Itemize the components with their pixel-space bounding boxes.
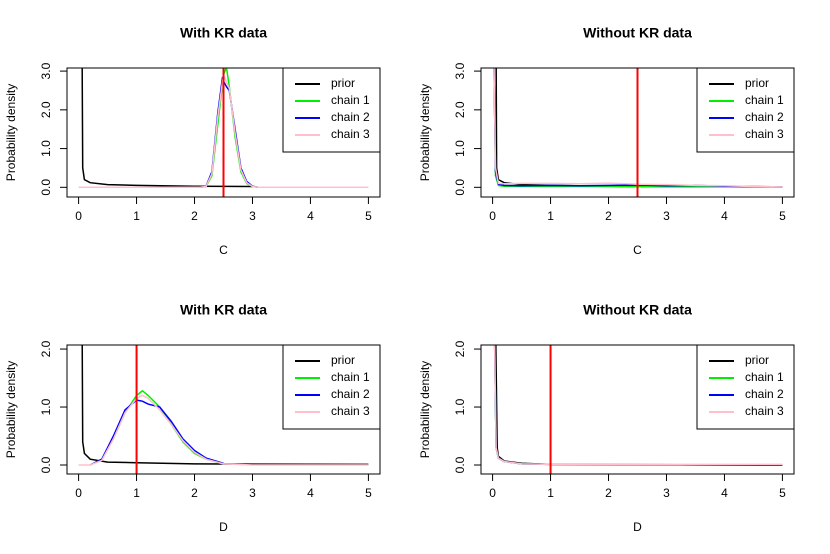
legend: prior chain 1 chain 2 chain 3: [696, 344, 795, 430]
y-tick-label: 1.0: [39, 140, 53, 157]
legend-box: [696, 67, 795, 153]
y-tick-label: 2.0: [39, 101, 53, 118]
legend-label: prior: [745, 353, 769, 367]
x-tick-label: 1: [547, 209, 554, 223]
panel: With KR data D Probability density 0 1 2 3 4 5 0.…: [4, 302, 381, 534]
density-line: [81, 68, 253, 188]
x-tick-label: 3: [663, 486, 670, 500]
legend-label: prior: [331, 76, 355, 90]
legend-label: chain 2: [331, 387, 370, 401]
x-tick-label: 5: [779, 209, 786, 223]
x-tick-label: 1: [133, 486, 140, 500]
panel: Without KR data C Probability density 0 1 2 3 4…: [418, 25, 795, 257]
y-axis-label: Probability density: [4, 84, 18, 181]
x-axis-label: C: [219, 243, 228, 257]
x-axis-label: D: [219, 520, 228, 534]
legend-label: prior: [331, 353, 355, 367]
legend-label: chain 3: [331, 127, 370, 141]
x-tick-label: 5: [365, 486, 372, 500]
x-tick-label: 3: [249, 486, 256, 500]
y-axis-label: Probability density: [418, 84, 432, 181]
x-tick-label: 2: [191, 486, 198, 500]
legend-label: chain 2: [745, 387, 784, 401]
panel-title: Without KR data: [583, 25, 692, 41]
panel: With KR data C Probability density 0 1 2 3 4 5 0.…: [4, 25, 381, 257]
x-tick-label: 5: [365, 209, 372, 223]
density-line: [200, 76, 259, 189]
panel-title: With KR data: [180, 25, 267, 41]
plot-area: [78, 68, 369, 197]
legend-label: chain 3: [745, 404, 784, 418]
y-axis-label: Probability density: [4, 361, 18, 458]
y-tick-label: 1.0: [39, 398, 53, 415]
legend-box: [282, 67, 381, 153]
x-tick-label: 4: [721, 486, 728, 500]
legend-label: chain 3: [745, 127, 784, 141]
y-tick-label: 3.0: [453, 62, 467, 79]
density-line: [89, 389, 224, 466]
legend: prior chain 1 chain 2 chain 3: [282, 67, 381, 153]
x-tick-label: 4: [307, 486, 314, 500]
y-tick-label: 1.0: [453, 398, 467, 415]
y-tick-label: 0.0: [39, 456, 53, 473]
legend-label: prior: [745, 76, 769, 90]
density-line: [493, 68, 783, 188]
panel-title: With KR data: [180, 302, 267, 318]
y-tick-label: 0.0: [39, 179, 53, 196]
x-axis-label: C: [633, 243, 642, 257]
legend-label: chain 2: [331, 110, 370, 124]
x-tick-label: 2: [191, 209, 198, 223]
plot-area: [78, 345, 369, 474]
x-tick-label: 1: [133, 209, 140, 223]
legend-label: chain 1: [745, 93, 784, 107]
x-tick-label: 3: [663, 209, 670, 223]
legend-label: chain 1: [331, 370, 370, 384]
x-tick-label: 1: [547, 486, 554, 500]
x-tick-label: 2: [605, 486, 612, 500]
y-tick-label: 0.0: [453, 179, 467, 196]
x-tick-label: 3: [249, 209, 256, 223]
x-tick-label: 0: [75, 486, 82, 500]
y-tick-label: 2.0: [39, 340, 53, 357]
x-tick-label: 0: [489, 486, 496, 500]
density-line: [200, 68, 259, 189]
y-tick-label: 2.0: [453, 340, 467, 357]
legend: prior chain 1 chain 2 chain 3: [696, 67, 795, 153]
x-tick-label: 0: [489, 209, 496, 223]
x-tick-label: 5: [779, 486, 786, 500]
legend-box: [696, 344, 795, 430]
legend-box: [282, 344, 381, 430]
plot-area: [493, 68, 783, 197]
legend: prior chain 1 chain 2 chain 3: [282, 344, 381, 430]
x-tick-label: 4: [721, 209, 728, 223]
x-tick-label: 2: [605, 209, 612, 223]
x-tick-label: 4: [307, 209, 314, 223]
y-tick-label: 0.0: [453, 456, 467, 473]
legend-label: chain 3: [331, 404, 370, 418]
legend-label: chain 1: [745, 370, 784, 384]
density-line: [78, 72, 369, 189]
panel-title: Without KR data: [583, 302, 692, 318]
density-line: [89, 399, 224, 466]
y-tick-label: 1.0: [453, 140, 467, 157]
y-axis-label: Probability density: [418, 361, 432, 458]
legend-label: chain 2: [745, 110, 784, 124]
panel: Without KR data D Probability density 0 1 2 3 4…: [418, 302, 795, 534]
y-tick-label: 2.0: [453, 101, 467, 118]
plot-area: [493, 345, 783, 474]
density-line: [78, 394, 369, 466]
legend-label: chain 1: [331, 93, 370, 107]
x-tick-label: 0: [75, 209, 82, 223]
y-tick-label: 3.0: [39, 62, 53, 79]
x-axis-label: D: [633, 520, 642, 534]
